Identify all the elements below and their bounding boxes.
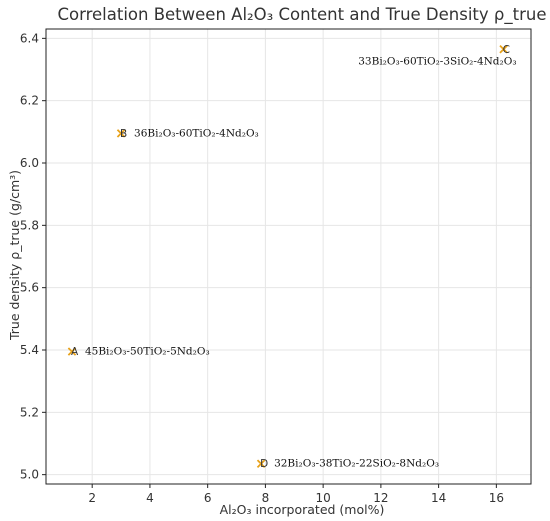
- y-tick-label: 6.4: [20, 31, 39, 45]
- point-label: A: [71, 346, 79, 358]
- x-tick-label: 4: [146, 491, 154, 505]
- x-tick-label: 6: [204, 491, 212, 505]
- x-axis-ticks: 2 4 6 8 10 12 14 16: [88, 484, 504, 505]
- x-marker: [499, 45, 508, 54]
- grid: [46, 29, 531, 484]
- point-annotation: 33Bi₂O₃-60TiO₂-3SiO₂-4Nd₂O₃: [358, 55, 516, 67]
- y-tick-label: 6.0: [20, 156, 39, 170]
- point-label: D: [260, 458, 268, 470]
- y-axis-label: True density ρ_true (g/cm³): [7, 170, 22, 341]
- y-axis-ticks: 5.0 5.2 5.4 5.6 5.8 6.0 6.2 6.4: [20, 31, 46, 482]
- y-tick-label: 5.6: [20, 281, 39, 295]
- x-marker: [116, 129, 126, 138]
- data-point: D 32Bi₂O₃-38TiO₂-22SiO₂-8Nd₂O₃: [256, 458, 439, 470]
- x-tick-label: 2: [88, 491, 96, 505]
- y-tick-label: 5.2: [20, 405, 39, 419]
- data-point: B 36Bi₂O₃-60TiO₂-4Nd₂O₃: [116, 127, 259, 140]
- y-tick-label: 6.2: [20, 94, 39, 108]
- point-annotation: 45Bi₂O₃-50TiO₂-5Nd₂O₃: [85, 346, 210, 358]
- point-annotation: 36Bi₂O₃-60TiO₂-4Nd₂O₃: [134, 127, 259, 139]
- x-tick-label: 14: [431, 491, 446, 505]
- y-tick-label: 5.8: [20, 218, 39, 232]
- x-tick-label: 10: [316, 491, 331, 505]
- y-tick-label: 5.0: [20, 468, 39, 482]
- x-marker: [67, 347, 77, 356]
- x-tick-label: 16: [489, 491, 504, 505]
- point-label: B: [120, 128, 127, 140]
- x-tick-label: 12: [373, 491, 388, 505]
- y-tick-label: 5.4: [20, 343, 39, 357]
- point-label: C: [503, 44, 510, 56]
- x-axis-label: Al₂O₃ incorporated (mol%): [220, 502, 385, 517]
- data-points: A 45Bi₂O₃-50TiO₂-5Nd₂O₃ B 36Bi₂O₃-60TiO₂-4N…: [67, 44, 517, 470]
- data-point: A 45Bi₂O₃-50TiO₂-5Nd₂O₃: [67, 346, 210, 358]
- chart-title: Correlation Between Al₂O₃ Content and Tr…: [57, 5, 546, 25]
- x-tick-label: 8: [262, 491, 270, 505]
- x-marker: [256, 459, 266, 468]
- point-annotation: 32Bi₂O₃-38TiO₂-22SiO₂-8Nd₂O₃: [274, 458, 439, 470]
- plot-frame: [45, 28, 532, 485]
